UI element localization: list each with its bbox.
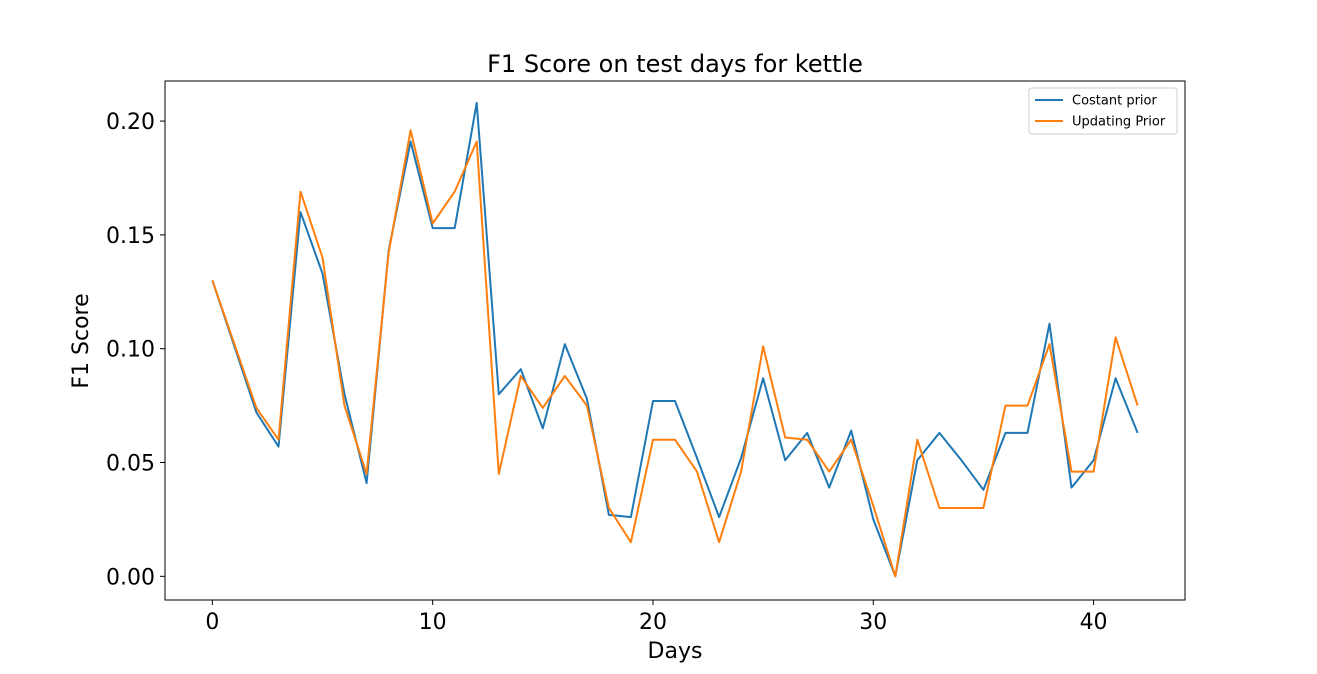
- x-tick-label: 10: [419, 610, 447, 635]
- y-tick-label: 0.15: [106, 224, 155, 249]
- series-line-2: [211, 129, 1139, 578]
- y-tick-label: 0.00: [106, 565, 155, 590]
- axes-layer: 0 10 20 30 40 0.00 0.05 0.10 0.15 0.20: [106, 80, 1186, 635]
- series-layer: [211, 101, 1139, 578]
- y-tick-label: 0.20: [106, 110, 155, 135]
- legend: Costant prior Updating Prior: [1028, 87, 1178, 135]
- x-axis-label: Days: [648, 639, 703, 664]
- y-tick-label: 0.10: [106, 338, 155, 363]
- legend-box: [1028, 87, 1178, 135]
- x-tick-label: 0: [205, 610, 219, 635]
- y-tick-label: 0.05: [106, 452, 155, 477]
- x-tick-label: 40: [1080, 610, 1108, 635]
- plot-area: [165, 81, 1185, 600]
- x-tick-label: 20: [639, 610, 667, 635]
- plot-background: [165, 81, 1185, 600]
- chart-title: F1 Score on test days for kettle: [487, 50, 863, 78]
- axes-frame: [164, 80, 1186, 601]
- legend-label-1: Costant prior: [1072, 94, 1157, 109]
- x-tick-label: 30: [859, 610, 887, 635]
- y-axis-label: F1 Score: [69, 293, 94, 388]
- legend-label-2: Updating Prior: [1072, 115, 1166, 130]
